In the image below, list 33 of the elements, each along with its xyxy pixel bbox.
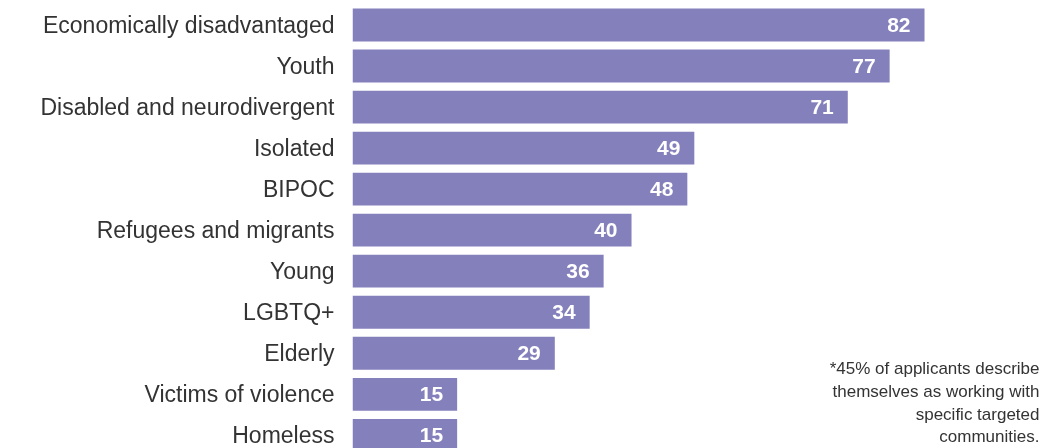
bar xyxy=(352,295,590,329)
data-label: 77 xyxy=(852,54,876,78)
bar xyxy=(352,8,925,42)
y-tick-label: Refugees and migrants xyxy=(96,217,335,244)
y-tick-label: Elderly xyxy=(264,340,335,367)
data-label: 15 xyxy=(419,423,444,447)
annotation: *45% of applicants describe themselves as working with specific targeted communities. xyxy=(829,359,1040,447)
bar xyxy=(352,90,848,124)
data-label: 82 xyxy=(887,12,911,36)
data-label: 36 xyxy=(566,259,590,283)
bar xyxy=(352,254,604,288)
y-tick-label: Youth xyxy=(276,53,335,80)
data-label: 34 xyxy=(552,300,576,324)
bar xyxy=(352,377,458,411)
bar xyxy=(352,172,688,206)
y-tick-label: BIPOC xyxy=(262,176,335,203)
bar xyxy=(352,131,695,165)
data-label: 71 xyxy=(810,95,835,119)
bar xyxy=(352,49,890,83)
y-tick-label: LGBTQ+ xyxy=(243,299,335,326)
data-label: 48 xyxy=(649,177,674,201)
y-tick-label: Disabled and neurodivergent xyxy=(40,94,336,121)
y-tick-label: Homeless xyxy=(232,422,335,448)
y-tick-label: Young xyxy=(270,258,335,285)
data-label: 40 xyxy=(594,218,618,242)
data-label: 49 xyxy=(656,136,681,160)
y-tick-label: Economically disadvantaged xyxy=(42,11,335,38)
bar xyxy=(352,213,632,247)
bar xyxy=(352,336,555,370)
y-tick-label: Isolated xyxy=(253,135,335,162)
y-tick-label: Victims of violence xyxy=(144,381,335,408)
data-label: 15 xyxy=(419,382,444,406)
data-label: 29 xyxy=(517,341,541,365)
